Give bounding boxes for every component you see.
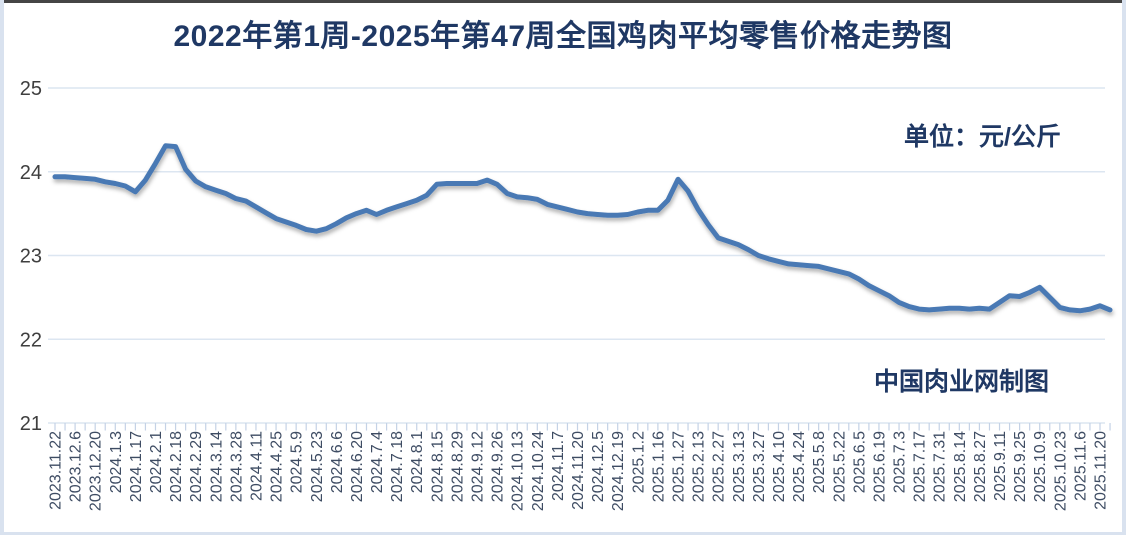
x-axis-label: 2024.12.19 bbox=[610, 431, 627, 511]
x-axis-label: 2025.2.27 bbox=[711, 431, 728, 502]
x-axis-label: 2024.11.20 bbox=[570, 431, 587, 510]
x-axis-label: 2025.3.13 bbox=[731, 431, 748, 502]
x-axis-label: 2024.7.18 bbox=[389, 431, 406, 502]
x-axis-label: 2025.11.6 bbox=[1072, 431, 1089, 501]
x-axis-label: 2025.7.3 bbox=[892, 431, 909, 493]
x-axis-label: 2024.2.1 bbox=[148, 431, 165, 493]
x-axis-label: 2025.4.24 bbox=[791, 431, 808, 502]
gridlines bbox=[48, 87, 1105, 424]
x-axis-label: 2025.9.25 bbox=[1012, 431, 1029, 502]
x-axis-label: 2024.3.28 bbox=[228, 431, 245, 502]
x-axis-label: 2024.10.13 bbox=[510, 431, 527, 511]
y-axis-label: 23 bbox=[20, 246, 42, 268]
x-axis-label: 2024.5.9 bbox=[289, 431, 306, 493]
x-axis-label: 2024.8.15 bbox=[429, 431, 446, 502]
y-axis-label: 22 bbox=[20, 329, 42, 351]
x-axis-label: 2025.7.17 bbox=[912, 431, 929, 502]
x-axis-labels: 2023.11.22 2023.12.6 2023.12.20 2024.1.3 202… bbox=[48, 431, 1110, 511]
window-top-edge bbox=[4, 0, 1122, 3]
x-axis-label: 2025.10.9 bbox=[1032, 431, 1049, 502]
y-axis-label: 25 bbox=[20, 78, 42, 100]
x-axis-label: 2025.6.19 bbox=[871, 431, 888, 502]
x-axis-label: 2024.6.6 bbox=[329, 431, 346, 493]
y-axis-label: 21 bbox=[20, 413, 42, 435]
x-axis-label: 2024.9.26 bbox=[490, 431, 507, 502]
x-axis-label: 2025.7.31 bbox=[932, 431, 949, 502]
x-axis-label: 2025.3.27 bbox=[751, 431, 768, 502]
x-axis-label: 2024.2.18 bbox=[168, 431, 185, 502]
x-axis-label: 2025.1.16 bbox=[650, 431, 667, 502]
x-axis-label: 2024.4.25 bbox=[269, 431, 286, 502]
x-axis-ticks bbox=[54, 423, 1111, 431]
x-axis-label: 2024.11.7 bbox=[550, 431, 567, 501]
x-axis-label: 2024.3.14 bbox=[208, 431, 225, 502]
x-axis-label: 2025.2.13 bbox=[691, 431, 708, 502]
x-axis-label: 2025.5.22 bbox=[831, 431, 848, 502]
x-axis-label: 2024.4.11 bbox=[248, 431, 265, 501]
x-axis-label: 2024.1.17 bbox=[128, 431, 145, 502]
x-axis-label: 2025.9.11 bbox=[992, 431, 1009, 501]
price-line bbox=[52, 143, 1113, 314]
x-axis-label: 2024.5.23 bbox=[309, 431, 326, 502]
x-axis-label: 2024.7.4 bbox=[369, 431, 386, 493]
y-axis-label: 24 bbox=[20, 162, 42, 184]
x-axis-label: 2024.8.1 bbox=[409, 431, 426, 493]
y-axis-labels: 25 24 23 22 21 bbox=[20, 78, 42, 435]
x-axis-label: 2024.8.29 bbox=[449, 431, 466, 502]
x-axis-label: 2025.6.5 bbox=[851, 431, 868, 493]
price-line-series bbox=[52, 143, 1113, 314]
unit-label: 单位：元/公斤 bbox=[904, 123, 1061, 151]
x-axis-label: 2025.10.23 bbox=[1052, 431, 1069, 511]
x-axis-label: 2024.10.24 bbox=[530, 431, 547, 511]
x-axis-label: 2024.2.29 bbox=[188, 431, 205, 502]
x-axis-label: 2024.1.3 bbox=[108, 431, 125, 493]
x-axis-label: 2025.1.2 bbox=[630, 431, 647, 493]
x-axis-label: 2024.9.12 bbox=[470, 431, 487, 502]
credit-label: 中国肉业网制图 bbox=[873, 368, 1049, 396]
x-axis-label: 2025.8.27 bbox=[972, 431, 989, 502]
x-axis-label: 2025.1.27 bbox=[670, 431, 687, 502]
x-axis-label: 2024.12.5 bbox=[590, 431, 607, 502]
x-axis-label: 2025.4.10 bbox=[771, 431, 788, 502]
x-axis-label: 2025.5.8 bbox=[811, 431, 828, 493]
x-axis-label: 2024.6.20 bbox=[349, 431, 366, 502]
x-axis-label: 2023.12.20 bbox=[88, 431, 105, 511]
x-axis-label: 2025.11.20 bbox=[1093, 431, 1110, 510]
x-axis-label: 2023.11.22 bbox=[48, 431, 65, 510]
x-axis-label: 2025.8.14 bbox=[952, 431, 969, 502]
chart-title: 2022年第1周-2025年第47周全国鸡肉平均零售价格走势图 bbox=[173, 20, 953, 53]
x-axis-label: 2023.12.6 bbox=[68, 431, 85, 502]
